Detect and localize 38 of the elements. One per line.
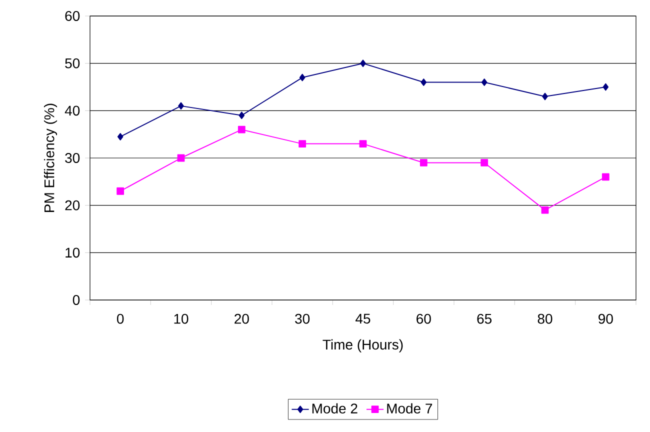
point (602, 173, 610, 181)
point (480, 159, 488, 166)
point (238, 126, 246, 134)
y-tick-label: 60 (65, 11, 80, 21)
point (542, 92, 548, 100)
point (238, 112, 245, 120)
point (116, 187, 124, 195)
x-tick-label: 0 (116, 314, 124, 324)
x-axis-title: Time (Hours) (322, 339, 403, 352)
point (420, 78, 427, 86)
y-tick-label: 30 (65, 153, 80, 163)
y-tick-label: 10 (66, 248, 80, 258)
point (117, 133, 124, 140)
y-tick-label: 0 (72, 295, 80, 305)
x-tick-label: 90 (598, 314, 613, 324)
x-tick-label: 60 (416, 314, 431, 324)
y-axis-title: PM Efficiency (%) (44, 104, 58, 212)
x-tick-label: 45 (356, 314, 370, 324)
legend-label: Mode 7 (387, 403, 432, 414)
point (299, 74, 306, 82)
x-tick-label: 10 (174, 314, 188, 324)
point (541, 206, 549, 214)
point (178, 102, 184, 110)
point (360, 60, 366, 68)
point (481, 78, 488, 86)
y-tick-label: 50 (65, 58, 80, 68)
point (359, 140, 367, 148)
x-tick-label: 20 (234, 314, 249, 324)
x-tick-label: 65 (477, 314, 492, 324)
point (177, 154, 185, 162)
point (420, 159, 428, 166)
point (602, 83, 609, 91)
legend-label: Mode 2 (312, 403, 358, 414)
y-tick-label: 20 (65, 200, 80, 210)
y-tick-label: 40 (64, 106, 80, 116)
point (298, 140, 306, 148)
x-tick-label: 30 (295, 314, 310, 324)
x-tick-label: 80 (538, 314, 552, 324)
